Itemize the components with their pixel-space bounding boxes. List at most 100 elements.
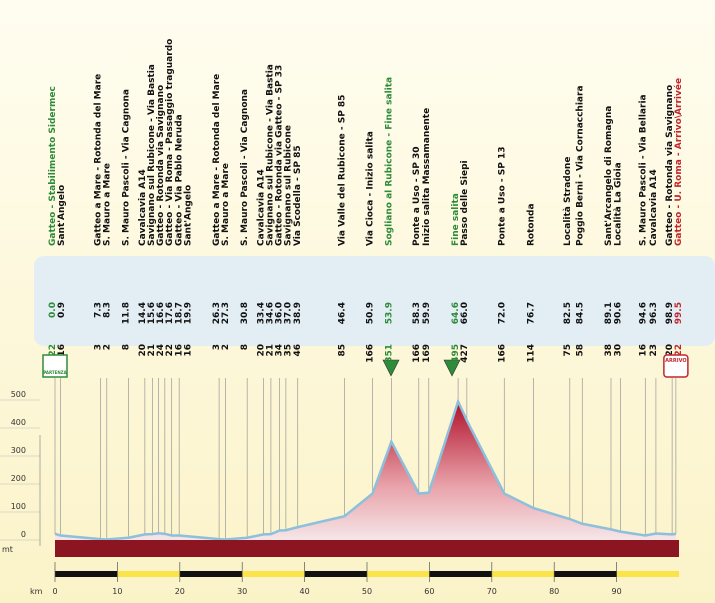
altitude-label: 16 xyxy=(638,344,648,357)
waypoint-name: Gatteo a Mare - Rotonda del Mare xyxy=(94,74,104,246)
waypoint-name: Cavalcavia A14 xyxy=(138,169,148,246)
km-label: 34.6 xyxy=(266,302,276,324)
km-label: 11.8 xyxy=(122,302,132,324)
altitude-label: 2 xyxy=(103,344,113,350)
waypoint-name: Savignano sul Rubicone - Via Bastia xyxy=(266,64,276,246)
profile-area xyxy=(55,401,676,540)
altitude-label: 46 xyxy=(293,344,303,357)
waypoint-name: Cavalcavia A14 xyxy=(256,169,266,246)
km-label: 46.4 xyxy=(338,302,348,324)
x-tick-label: 90 xyxy=(612,587,622,596)
waypoint-name: Ponte a Uso - SP 30 xyxy=(412,146,422,246)
waypoint-name: Rotonda xyxy=(527,203,537,246)
altitude-label: 3 xyxy=(94,344,104,350)
waypoint-name: Gatteo - Via Pablo Neruda xyxy=(174,114,184,246)
altitude-label: 21 xyxy=(147,344,157,357)
x-tick-label: 60 xyxy=(424,587,434,596)
km-label: 59.9 xyxy=(422,302,432,324)
altitude-label: 58 xyxy=(575,344,585,357)
km-label: 94.6 xyxy=(638,302,648,324)
altitude-label: 169 xyxy=(422,344,432,363)
altitude-label: 21 xyxy=(266,344,276,357)
y-tick-label: 200 xyxy=(11,474,26,483)
finish-icon xyxy=(663,354,689,378)
km-segment xyxy=(367,571,430,577)
km-label: 90.6 xyxy=(613,302,623,324)
km-label: 7.3 xyxy=(94,302,104,318)
info-panel xyxy=(34,256,715,346)
km-label: 84.5 xyxy=(575,302,585,324)
waypoint-name: Sogliano al Rubicone - Fine salita xyxy=(384,77,394,246)
altitude-label: 16 xyxy=(183,344,193,357)
x-tick-label: 50 xyxy=(362,587,372,596)
km-label: 89.1 xyxy=(604,302,614,324)
y-tick-label: 0 xyxy=(21,530,26,539)
altitude-label: 3 xyxy=(212,344,222,350)
waypoint-name: S. Mauro Pascoli - Via Bellaria xyxy=(638,94,648,246)
km-label: 96.3 xyxy=(649,302,659,324)
waypoint-name: Gatteo - U. Roma - Arrivo\Arrivée xyxy=(673,78,684,246)
altitude-label: 30 xyxy=(613,344,623,357)
y-unit: mt xyxy=(2,545,13,554)
waypoint-name: Sant'Angelo xyxy=(57,185,67,246)
altitude-label: 22 xyxy=(165,344,175,357)
x-tick-label: 10 xyxy=(112,587,122,596)
waypoint-name: Gatteo - Rotonda via Savignano xyxy=(156,85,166,246)
waypoint-name: S. Mauro Pascoli - Via Cagnona xyxy=(240,89,250,246)
waypoint-name: Località Stradone xyxy=(563,157,573,246)
altitude-label: 166 xyxy=(497,344,507,363)
waypoint-name: S. Mauro a Mare xyxy=(103,163,113,246)
km-label: 33.4 xyxy=(256,302,266,324)
km-label: 76.7 xyxy=(527,302,537,324)
km-label: 0.9 xyxy=(57,302,67,318)
waypoint-name: Gatteo - Stabilimento Sidermec xyxy=(48,86,58,246)
km-segment xyxy=(242,571,305,577)
km-label: 50.9 xyxy=(366,302,376,324)
altitude-label: 166 xyxy=(412,344,422,363)
waypoint-name: Sant'Angelo xyxy=(183,185,193,246)
waypoint-name: Gatteo - Rotonda via Gatteo - SP 33 xyxy=(275,65,285,246)
altitude-label: 8 xyxy=(122,344,132,350)
finish-label: ARRIVO xyxy=(665,358,686,364)
waypoint-name: Via Scodella - SP 85 xyxy=(293,145,303,246)
km-segment xyxy=(179,571,243,577)
altitude-label: 20 xyxy=(256,344,266,357)
km-segment xyxy=(616,571,679,577)
waypoint-name: Via Valle del Rubicone - SP 85 xyxy=(338,95,348,246)
km-label: 53.9 xyxy=(384,302,394,324)
altitude-label: 495 xyxy=(451,344,461,363)
y-tick-label: 500 xyxy=(11,390,26,399)
altitude-label: 23 xyxy=(649,344,659,357)
km-label: 72.0 xyxy=(497,302,507,324)
km-label: 26.3 xyxy=(212,302,222,324)
altitude-label: 427 xyxy=(460,344,470,363)
y-tick-label: 300 xyxy=(11,446,26,455)
km-label: 17.6 xyxy=(165,302,175,324)
gpm-icon xyxy=(443,359,461,377)
km-segment xyxy=(491,571,555,577)
km-label: 19.9 xyxy=(183,302,193,324)
km-label: 82.5 xyxy=(563,302,573,324)
waypoint-name: S. Mauro a Mare xyxy=(221,163,231,246)
waypoint-name: Cavalcavia A14 xyxy=(649,169,659,246)
altitude-label: 20 xyxy=(665,344,675,357)
km-label: 66.0 xyxy=(460,302,470,324)
y-tick-label: 400 xyxy=(11,418,26,427)
km-label: 27.3 xyxy=(221,302,231,324)
altitude-label: 22 xyxy=(674,344,684,357)
profile-line xyxy=(54,397,677,541)
altitude-label: 16 xyxy=(57,344,67,357)
waypoint-name: Sant'Arcangelo di Romagna xyxy=(604,106,614,246)
waypoint-name: Poggio Berni - Via Cornacchiara xyxy=(575,85,585,246)
waypoint-name: Savignano sul Rubicone - Via Bastia xyxy=(147,64,157,246)
x-tick-label: 30 xyxy=(237,587,247,596)
x-tick-label: 70 xyxy=(487,587,497,596)
km-label: 58.3 xyxy=(412,302,422,324)
gpm-icon xyxy=(382,359,400,377)
altitude-label: 35 xyxy=(284,344,294,357)
km-label: 18.7 xyxy=(174,302,184,324)
waypoint-name: Passo delle Siepi xyxy=(460,160,470,246)
km-segment xyxy=(429,571,492,577)
km-segment xyxy=(554,571,617,577)
